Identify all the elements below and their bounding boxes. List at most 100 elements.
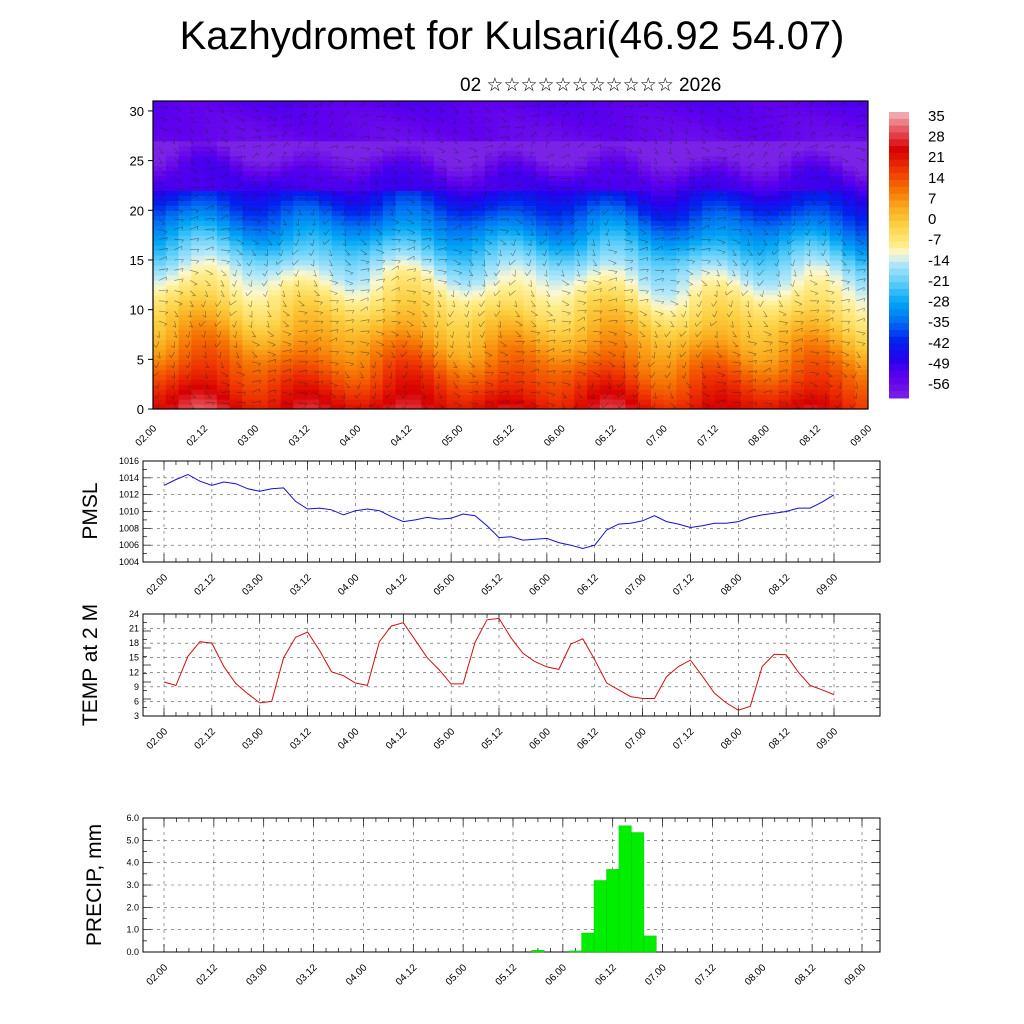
wind-barb-flag <box>388 376 392 379</box>
heatmap-cell <box>625 105 639 112</box>
heatmap-cell <box>370 319 384 326</box>
wind-barb-flag <box>438 295 442 297</box>
heatmap-cell <box>318 359 333 365</box>
wind-barb <box>453 157 462 162</box>
heatmap-cell <box>255 394 269 400</box>
heatmap-cell <box>574 284 588 291</box>
heatmap-cell <box>702 235 716 241</box>
heatmap-cell <box>293 170 307 177</box>
heatmap-cell <box>727 314 741 321</box>
heatmap-cell <box>267 269 282 276</box>
wind-barb-flag <box>262 293 266 297</box>
heatmap-cell <box>229 240 243 246</box>
wind-barb <box>468 137 478 140</box>
heatmap-cell <box>153 180 167 187</box>
heatmap-cell <box>497 170 512 177</box>
heatmap-cell <box>280 135 295 142</box>
heatmap-cell <box>804 274 818 281</box>
wind-barb-flag <box>522 400 525 405</box>
heatmap-cell <box>689 180 703 187</box>
heatmap-cell <box>242 374 256 380</box>
wind-barb <box>188 331 191 338</box>
heatmap-cell <box>165 185 180 192</box>
heatmap-cell <box>178 240 192 246</box>
wind-barb-flag <box>350 363 354 367</box>
heatmap-cell <box>280 120 295 127</box>
heatmap-cell <box>267 324 282 331</box>
heatmap-cell <box>421 284 435 291</box>
heatmap-cell <box>318 399 333 405</box>
heatmap-cell <box>804 150 818 157</box>
heatmap-cell <box>727 185 741 192</box>
heatmap-cell <box>625 220 639 226</box>
heatmap-cell <box>280 160 295 167</box>
wind-barb-flag <box>257 152 259 157</box>
heatmap-cell <box>714 101 729 107</box>
heatmap-cell <box>753 399 767 405</box>
heatmap-cell <box>816 364 831 370</box>
heatmap-cell <box>293 215 307 221</box>
heatmap-cell <box>714 165 729 172</box>
heatmap-cell <box>753 185 767 192</box>
heatmap-cell <box>306 190 320 196</box>
heatmap-cell <box>204 225 218 231</box>
wind-barb <box>298 350 308 353</box>
heatmap-cell <box>497 384 512 390</box>
heatmap-cell <box>548 190 563 196</box>
heatmap-cell <box>778 374 792 380</box>
heatmap-cell <box>765 274 780 281</box>
heatmap-cell <box>778 250 792 256</box>
heatmap-cell <box>714 384 729 390</box>
heatmap-cell <box>293 190 307 196</box>
heatmap-cell <box>408 324 422 331</box>
wind-barb <box>251 280 253 287</box>
wind-barb <box>515 400 525 404</box>
heatmap-cell <box>267 200 282 206</box>
heatmap-cell <box>587 210 601 216</box>
heatmap-cell <box>357 125 371 132</box>
wind-barb-flag <box>285 172 289 176</box>
heatmap-cell <box>536 175 550 182</box>
wind-barb-flag <box>368 403 370 408</box>
heatmap-cell <box>153 175 167 182</box>
heatmap-cell <box>446 255 461 261</box>
wind-barb <box>219 351 222 359</box>
heatmap-cell <box>395 344 409 350</box>
heatmap-cell <box>318 145 333 152</box>
heatmap-cell <box>650 175 665 182</box>
wind-barb <box>509 290 516 296</box>
heatmap-cell <box>165 399 180 405</box>
heatmap-cell <box>357 379 371 385</box>
heatmap-cell <box>395 334 409 341</box>
heatmap-cell <box>638 195 652 201</box>
wind-barb-flag <box>503 121 507 123</box>
heatmap-cell <box>714 294 729 301</box>
heatmap-cell <box>433 110 448 117</box>
heatmap-cell <box>433 274 448 281</box>
wind-barb <box>375 115 385 118</box>
wind-barb <box>375 229 383 235</box>
heatmap-cell <box>344 374 358 380</box>
heatmap-cell <box>229 294 243 301</box>
heatmap-cell <box>497 130 512 137</box>
wind-barb <box>236 239 244 244</box>
heatmap-cell <box>574 230 588 236</box>
heatmap-cell <box>318 319 333 326</box>
heatmap-cell <box>778 225 792 231</box>
heatmap-cell <box>472 175 486 182</box>
wind-barb <box>220 204 229 210</box>
wind-barb <box>251 173 258 179</box>
heatmap-cell <box>178 399 192 405</box>
heatmap-cell <box>178 145 192 152</box>
heatmap-cell <box>204 150 218 157</box>
heatmap-cell <box>548 200 563 206</box>
heatmap-cell <box>344 225 358 231</box>
heatmap-cell <box>676 115 690 122</box>
heatmap-cell <box>689 339 703 346</box>
wind-barb <box>189 167 198 172</box>
wind-barb <box>236 144 245 149</box>
heatmap-cell <box>676 170 690 177</box>
heatmap-cell <box>242 379 256 385</box>
heatmap-cell <box>829 195 844 201</box>
heatmap-cell <box>446 299 461 306</box>
